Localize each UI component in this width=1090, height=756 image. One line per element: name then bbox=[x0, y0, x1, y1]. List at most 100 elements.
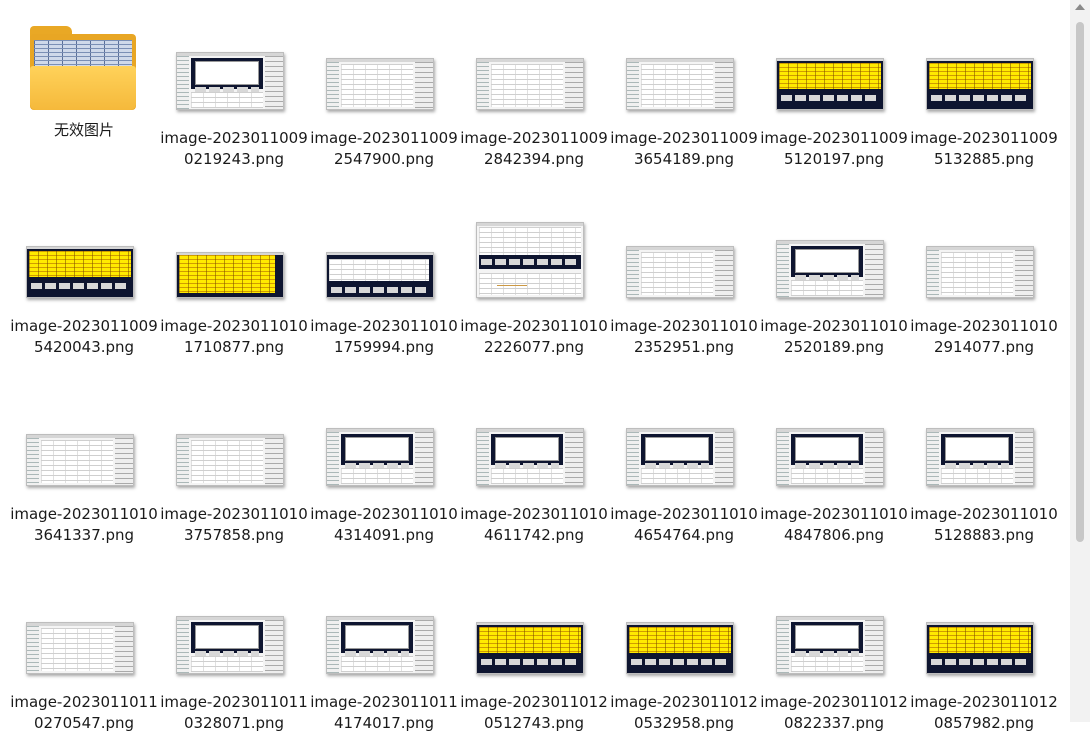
file-tile[interactable]: image-20230110102914077.png bbox=[909, 200, 1059, 380]
image-thumbnail bbox=[26, 246, 134, 298]
file-name: image-20230110102914077.png bbox=[910, 317, 1058, 356]
file-name: image-20230110095120197.png bbox=[760, 129, 908, 168]
file-thumbnail-area bbox=[9, 576, 159, 676]
file-tile[interactable]: image-20230110110270547.png bbox=[9, 576, 159, 756]
file-name: image-20230110105128883.png bbox=[910, 505, 1058, 544]
image-thumbnail bbox=[926, 622, 1034, 674]
file-thumbnail-area bbox=[909, 12, 1059, 112]
file-name: image-20230110120822337.png bbox=[760, 693, 908, 732]
scrollbar-thumb[interactable] bbox=[1076, 22, 1084, 542]
file-tile[interactable]: image-20230110120512743.png bbox=[459, 576, 609, 756]
file-thumbnail-area bbox=[909, 576, 1059, 676]
image-thumbnail bbox=[776, 428, 884, 486]
image-thumbnail bbox=[326, 616, 434, 674]
file-thumbnail-area bbox=[459, 388, 609, 488]
image-thumbnail bbox=[176, 434, 284, 486]
scroll-up-icon[interactable] bbox=[1075, 4, 1085, 10]
image-thumbnail bbox=[326, 58, 434, 110]
file-tile[interactable]: image-20230110102352951.png bbox=[609, 200, 759, 380]
file-name: image-20230110095132885.png bbox=[910, 129, 1058, 168]
file-tile[interactable]: image-20230110105128883.png bbox=[909, 388, 1059, 568]
file-name: image-20230110120512743.png bbox=[460, 693, 608, 732]
file-thumbnail-area bbox=[759, 200, 909, 300]
folder-name: 无效图片 bbox=[53, 121, 114, 139]
file-name: image-20230110120532958.png bbox=[610, 693, 758, 732]
file-tile[interactable]: image-20230110104314091.png bbox=[309, 388, 459, 568]
file-tile[interactable]: image-20230110104611742.png bbox=[459, 388, 609, 568]
file-thumbnail-area bbox=[309, 576, 459, 676]
image-thumbnail bbox=[926, 246, 1034, 298]
image-thumbnail bbox=[26, 434, 134, 486]
file-tile[interactable]: image-20230110095420043.png bbox=[9, 200, 159, 380]
file-thumbnail-area bbox=[459, 200, 609, 300]
image-thumbnail bbox=[926, 428, 1034, 486]
vertical-scrollbar[interactable] bbox=[1070, 0, 1090, 722]
image-thumbnail bbox=[476, 622, 584, 674]
file-thumbnail-area bbox=[909, 200, 1059, 300]
file-thumbnail-area bbox=[609, 388, 759, 488]
file-name: image-20230110102520189.png bbox=[760, 317, 908, 356]
file-tile[interactable]: image-20230110110328071.png bbox=[159, 576, 309, 756]
image-thumbnail bbox=[176, 616, 284, 674]
image-thumbnail bbox=[626, 622, 734, 674]
file-tile[interactable]: image-20230110103641337.png bbox=[9, 388, 159, 568]
file-thumbnail-area bbox=[609, 200, 759, 300]
file-thumbnail-area bbox=[309, 388, 459, 488]
image-thumbnail bbox=[926, 58, 1034, 110]
folder-tile[interactable]: 无效图片 bbox=[9, 12, 159, 192]
file-name: image-20230110103757858.png bbox=[160, 505, 308, 544]
image-thumbnail bbox=[626, 428, 734, 486]
file-thumbnail-area bbox=[459, 576, 609, 676]
file-name: image-20230110101710877.png bbox=[160, 317, 308, 356]
file-tile[interactable]: image-20230110104847806.png bbox=[759, 388, 909, 568]
image-thumbnail bbox=[326, 428, 434, 486]
file-name: image-20230110110328071.png bbox=[160, 693, 308, 732]
file-name: image-20230110093654189.png bbox=[610, 129, 758, 168]
image-thumbnail bbox=[326, 252, 434, 298]
file-name: image-20230110120857982.png bbox=[910, 693, 1058, 732]
file-thumbnail-area bbox=[309, 200, 459, 300]
file-thumbnail-area bbox=[159, 388, 309, 488]
file-tile[interactable]: image-20230110114174017.png bbox=[309, 576, 459, 756]
file-tile[interactable]: image-20230110095132885.png bbox=[909, 12, 1059, 192]
file-tile[interactable]: image-20230110090219243.png bbox=[159, 12, 309, 192]
file-tile[interactable]: image-20230110101759994.png bbox=[309, 200, 459, 380]
file-name: image-20230110104654764.png bbox=[610, 505, 758, 544]
file-name: image-20230110101759994.png bbox=[310, 317, 458, 356]
image-thumbnail bbox=[626, 246, 734, 298]
file-tile[interactable]: image-20230110104654764.png bbox=[609, 388, 759, 568]
image-thumbnail bbox=[776, 58, 884, 110]
image-thumbnail bbox=[626, 58, 734, 110]
image-thumbnail bbox=[176, 252, 284, 298]
file-thumbnail-area bbox=[759, 576, 909, 676]
image-thumbnail bbox=[776, 240, 884, 298]
file-thumbnail-area bbox=[9, 200, 159, 300]
folder-icon bbox=[30, 26, 136, 110]
file-name: image-20230110092547900.png bbox=[310, 129, 458, 168]
file-tile[interactable]: image-20230110101710877.png bbox=[159, 200, 309, 380]
image-thumbnail bbox=[176, 52, 284, 110]
file-tile[interactable]: image-20230110120822337.png bbox=[759, 576, 909, 756]
image-thumbnail bbox=[476, 222, 584, 298]
file-tile[interactable]: image-20230110102226077.png bbox=[459, 200, 609, 380]
file-thumbnail-area bbox=[609, 576, 759, 676]
image-thumbnail bbox=[476, 428, 584, 486]
file-tile[interactable]: image-20230110120857982.png bbox=[909, 576, 1059, 756]
file-tile[interactable]: image-20230110120532958.png bbox=[609, 576, 759, 756]
file-thumbnail-area bbox=[909, 388, 1059, 488]
file-thumbnail-area bbox=[159, 12, 309, 112]
file-name: image-20230110104314091.png bbox=[310, 505, 458, 544]
file-tile[interactable]: image-20230110103757858.png bbox=[159, 388, 309, 568]
file-name: image-20230110095420043.png bbox=[10, 317, 158, 356]
file-tile[interactable]: image-20230110092842394.png bbox=[459, 12, 609, 192]
file-tile[interactable]: image-20230110093654189.png bbox=[609, 12, 759, 192]
file-tile[interactable]: image-20230110102520189.png bbox=[759, 200, 909, 380]
file-thumbnail-area bbox=[159, 200, 309, 300]
file-name: image-20230110110270547.png bbox=[10, 693, 158, 732]
file-tile[interactable]: image-20230110095120197.png bbox=[759, 12, 909, 192]
file-name: image-20230110104611742.png bbox=[460, 505, 608, 544]
file-thumbnail-area bbox=[609, 12, 759, 112]
file-thumbnail-area bbox=[309, 12, 459, 112]
file-tile[interactable]: image-20230110092547900.png bbox=[309, 12, 459, 192]
file-name: image-20230110114174017.png bbox=[310, 693, 458, 732]
